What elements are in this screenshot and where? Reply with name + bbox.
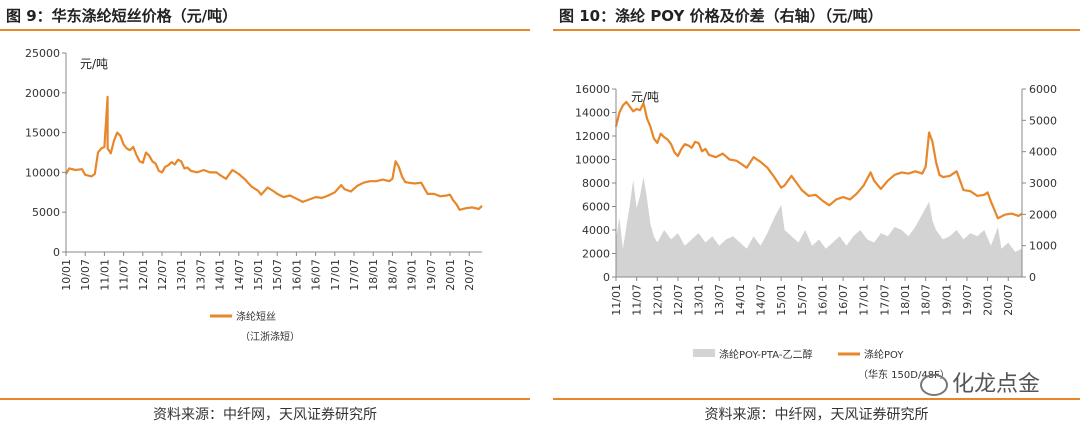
y-tick-label-left: 0 bbox=[53, 246, 60, 259]
x-tick-label: 11/01 bbox=[610, 284, 623, 316]
x-tick-label: 17/01 bbox=[329, 259, 342, 291]
legend-label: 涤纶POY bbox=[864, 348, 904, 361]
x-tick-label: 16/01 bbox=[290, 259, 303, 291]
right-source-note: 资料来源：中纤网，天风证券研究所 bbox=[704, 407, 929, 423]
x-tick-label: 14/07 bbox=[755, 284, 768, 316]
left-chart: 0 5000 10000 15000 20000 25000 10/01 10/07 11/01… bbox=[25, 47, 483, 343]
legend-label: 涤纶短丝 bbox=[236, 310, 276, 323]
legend-swatch-area bbox=[693, 349, 715, 357]
x-tick-label: 18/01 bbox=[367, 259, 380, 291]
x-tick-label: 19/07 bbox=[425, 259, 438, 291]
right-bottom-rule bbox=[553, 398, 1080, 400]
x-tick-label: 15/01 bbox=[252, 259, 265, 291]
series-line-price bbox=[614, 100, 1023, 220]
right-figure-panel: 图 10：涤纶 POY 价格及价差（右轴）（元/吨） 0 2000 4000 6000… bbox=[553, 0, 1080, 430]
right-figure-title: 图 10：涤纶 POY 价格及价差（右轴）（元/吨） bbox=[559, 7, 883, 25]
y-tick-label-left: 6000 bbox=[582, 201, 610, 214]
right-top-rule bbox=[553, 29, 1080, 31]
y-tick-label-left: 10000 bbox=[575, 154, 610, 167]
x-tick-label: 20/01 bbox=[982, 284, 995, 316]
x-tick-label: 20/07 bbox=[1002, 284, 1015, 316]
series-line-price bbox=[65, 95, 483, 211]
x-tick-label: 12/07 bbox=[672, 284, 685, 316]
x-tick-label: 19/01 bbox=[406, 259, 419, 291]
right-chart: 0 2000 4000 6000 8000 10000 12000 14000 16000 0 10… bbox=[575, 83, 1057, 381]
x-tick-label: 20/07 bbox=[463, 259, 476, 291]
x-tick-label: 19/01 bbox=[940, 284, 953, 316]
y-tick-label-right: 5000 bbox=[1029, 114, 1057, 127]
y-tick-label-left: 20000 bbox=[25, 87, 60, 100]
y-tick-label-left: 14000 bbox=[575, 107, 610, 120]
watermark: 化龙点金 bbox=[919, 366, 1040, 398]
y-tick-label-right: 0 bbox=[1029, 271, 1036, 284]
x-tick-label: 17/07 bbox=[348, 259, 361, 291]
unit-label: 元/吨 bbox=[631, 90, 659, 104]
watermark-text: 化龙点金 bbox=[951, 372, 1040, 397]
unit-label: 元/吨 bbox=[80, 57, 108, 71]
x-tick-label: 15/07 bbox=[796, 284, 809, 316]
left-figure-panel: 图 9：华东涤纶短丝价格（元/吨） 0 5000 10000 15000 20000 25… bbox=[0, 0, 530, 430]
x-tick-label: 11/07 bbox=[118, 259, 131, 291]
y-tick-label-left: 16000 bbox=[575, 83, 610, 96]
y-tick-label-right: 3000 bbox=[1029, 177, 1057, 190]
x-tick-label: 14/01 bbox=[734, 284, 747, 316]
x-tick-label: 16/07 bbox=[310, 259, 323, 291]
x-tick-label: 12/07 bbox=[156, 259, 169, 291]
y-tick-label-right: 4000 bbox=[1029, 146, 1057, 159]
x-tick-label: 13/07 bbox=[713, 284, 726, 316]
x-tick-label: 18/07 bbox=[386, 259, 399, 291]
y-tick-label-right: 6000 bbox=[1029, 83, 1057, 96]
x-tick-label: 18/07 bbox=[920, 284, 933, 316]
x-tick-label: 11/01 bbox=[98, 259, 111, 291]
x-tick-label: 12/01 bbox=[651, 284, 664, 316]
x-tick-label: 17/07 bbox=[878, 284, 891, 316]
x-tick-label: 13/01 bbox=[693, 284, 706, 316]
y-tick-label-left: 5000 bbox=[32, 206, 60, 219]
x-tick-label: 14/07 bbox=[233, 259, 246, 291]
y-tick-label-left: 0 bbox=[603, 271, 610, 284]
x-tick-label: 17/01 bbox=[858, 284, 871, 316]
left-bottom-rule bbox=[0, 398, 530, 400]
x-tick-label: 10/01 bbox=[60, 259, 73, 291]
left-figure-title: 图 9：华东涤纶短丝价格（元/吨） bbox=[6, 7, 238, 25]
series-area-spread bbox=[616, 176, 1022, 277]
y-tick-label-right: 1000 bbox=[1029, 240, 1057, 253]
x-tick-label: 11/07 bbox=[631, 284, 644, 316]
x-tick-label: 15/01 bbox=[775, 284, 788, 316]
y-tick-label-left: 12000 bbox=[575, 130, 610, 143]
legend-note: （江浙涤短） bbox=[240, 330, 300, 343]
x-tick-label: 18/01 bbox=[899, 284, 912, 316]
x-tick-label: 16/01 bbox=[816, 284, 829, 316]
x-tick-label: 13/01 bbox=[175, 259, 188, 291]
x-tick-label: 14/01 bbox=[214, 259, 227, 291]
y-tick-label-left: 25000 bbox=[25, 47, 60, 60]
y-tick-label-right: 2000 bbox=[1029, 208, 1057, 221]
x-tick-label: 13/07 bbox=[194, 259, 207, 291]
left-top-rule bbox=[0, 29, 530, 31]
x-tick-label: 19/07 bbox=[961, 284, 974, 316]
x-tick-label: 16/07 bbox=[837, 284, 850, 316]
x-tick-label: 12/01 bbox=[137, 259, 150, 291]
y-tick-label-left: 4000 bbox=[582, 224, 610, 237]
y-tick-label-left: 10000 bbox=[25, 166, 60, 179]
y-tick-label-left: 15000 bbox=[25, 127, 60, 140]
wechat-logo-icon bbox=[919, 374, 948, 396]
y-tick-label-left: 2000 bbox=[582, 248, 610, 261]
y-tick-label-left: 8000 bbox=[582, 177, 610, 190]
x-tick-label: 20/01 bbox=[444, 259, 457, 291]
left-source-note: 资料来源：中纤网，天风证券研究所 bbox=[153, 407, 377, 423]
legend-label: 涤纶POY-PTA-乙二醇 bbox=[719, 348, 812, 361]
x-tick-label: 10/07 bbox=[79, 259, 92, 291]
x-tick-label: 15/07 bbox=[271, 259, 284, 291]
